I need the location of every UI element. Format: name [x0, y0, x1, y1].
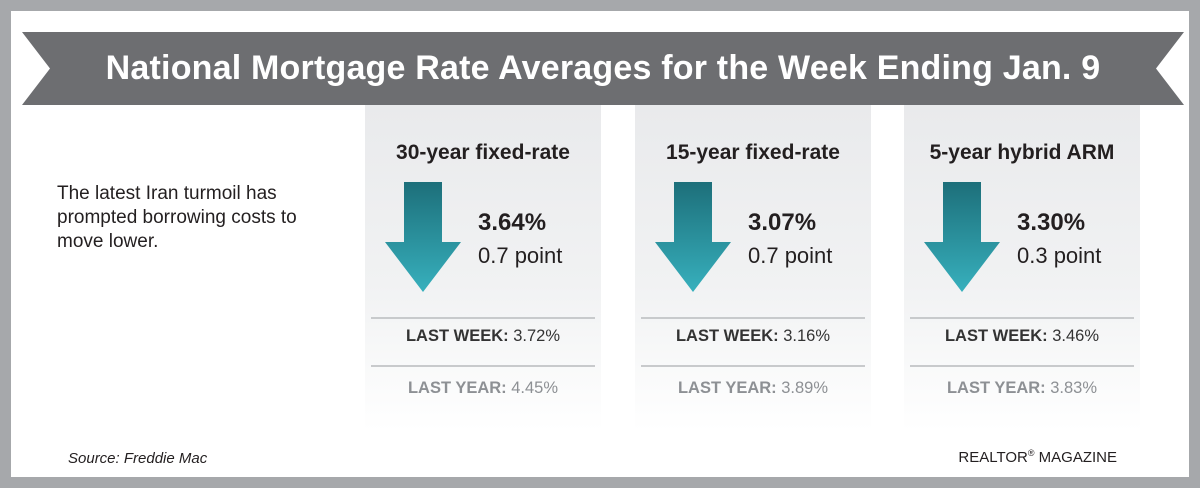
card-5-year-arm: 5-year hybrid ARM 3.30% 0.3 point LAST W… — [904, 105, 1140, 431]
down-arrow-icon — [655, 182, 731, 292]
card-title: 15-year fixed-rate — [666, 141, 840, 164]
current-rate: 3.64% — [478, 209, 547, 236]
card-title: 5-year hybrid ARM — [929, 141, 1115, 164]
last-week-row: LAST WEEK: 3.46% — [904, 327, 1140, 346]
registered-mark: ® — [1027, 448, 1035, 458]
last-week-value: 3.72% — [513, 327, 561, 345]
divider — [910, 317, 1134, 319]
rate-change: 0.7 point — [478, 243, 563, 268]
divider — [371, 365, 595, 367]
last-week-label: LAST WEEK: — [405, 327, 509, 345]
last-year-label: LAST YEAR: — [677, 379, 777, 397]
source-note: Source: Freddie Mac — [68, 450, 208, 467]
current-rate: 3.07% — [748, 209, 817, 236]
last-week-value: 3.46% — [1052, 327, 1100, 345]
page-title: National Mortgage Rate Averages for the … — [105, 49, 1101, 87]
last-week-value: 3.16% — [783, 327, 831, 345]
card-title: 30-year fixed-rate — [396, 141, 570, 164]
last-year-label: LAST YEAR: — [407, 379, 507, 397]
down-arrow-icon — [385, 182, 461, 292]
divider — [910, 365, 1134, 367]
brand-logo: REALTOR® MAGAZINE — [958, 448, 1117, 466]
last-year-label: LAST YEAR: — [946, 379, 1046, 397]
divider — [641, 365, 865, 367]
rate-change: 0.7 point — [748, 243, 833, 268]
intro-text: The latest Iran turmoil has prompted bor… — [57, 183, 297, 252]
last-week-row: LAST WEEK: 3.72% — [365, 327, 601, 346]
last-week-label: LAST WEEK: — [944, 327, 1048, 345]
last-year-row: LAST YEAR: 3.83% — [904, 379, 1140, 398]
brand-suffix: MAGAZINE — [1034, 449, 1117, 466]
last-year-row: LAST YEAR: 4.45% — [365, 379, 601, 398]
last-year-value: 4.45% — [511, 379, 559, 397]
down-arrow-icon — [924, 182, 1000, 292]
rate-change: 0.3 point — [1017, 243, 1102, 268]
card-15-year: 15-year fixed-rate 3.07% 0.7 point LAST … — [635, 105, 871, 431]
last-week-label: LAST WEEK: — [675, 327, 779, 345]
brand-name: REALTOR — [958, 449, 1028, 466]
last-year-row: LAST YEAR: 3.89% — [635, 379, 871, 398]
card-30-year: 30-year fixed-rate 3.64% 0.7 point LAST … — [365, 105, 601, 431]
last-week-row: LAST WEEK: 3.16% — [635, 327, 871, 346]
current-rate: 3.30% — [1017, 209, 1086, 236]
divider — [371, 317, 595, 319]
divider — [641, 317, 865, 319]
last-year-value: 3.89% — [781, 379, 829, 397]
last-year-value: 3.83% — [1050, 379, 1098, 397]
title-banner: National Mortgage Rate Averages for the … — [22, 32, 1184, 105]
